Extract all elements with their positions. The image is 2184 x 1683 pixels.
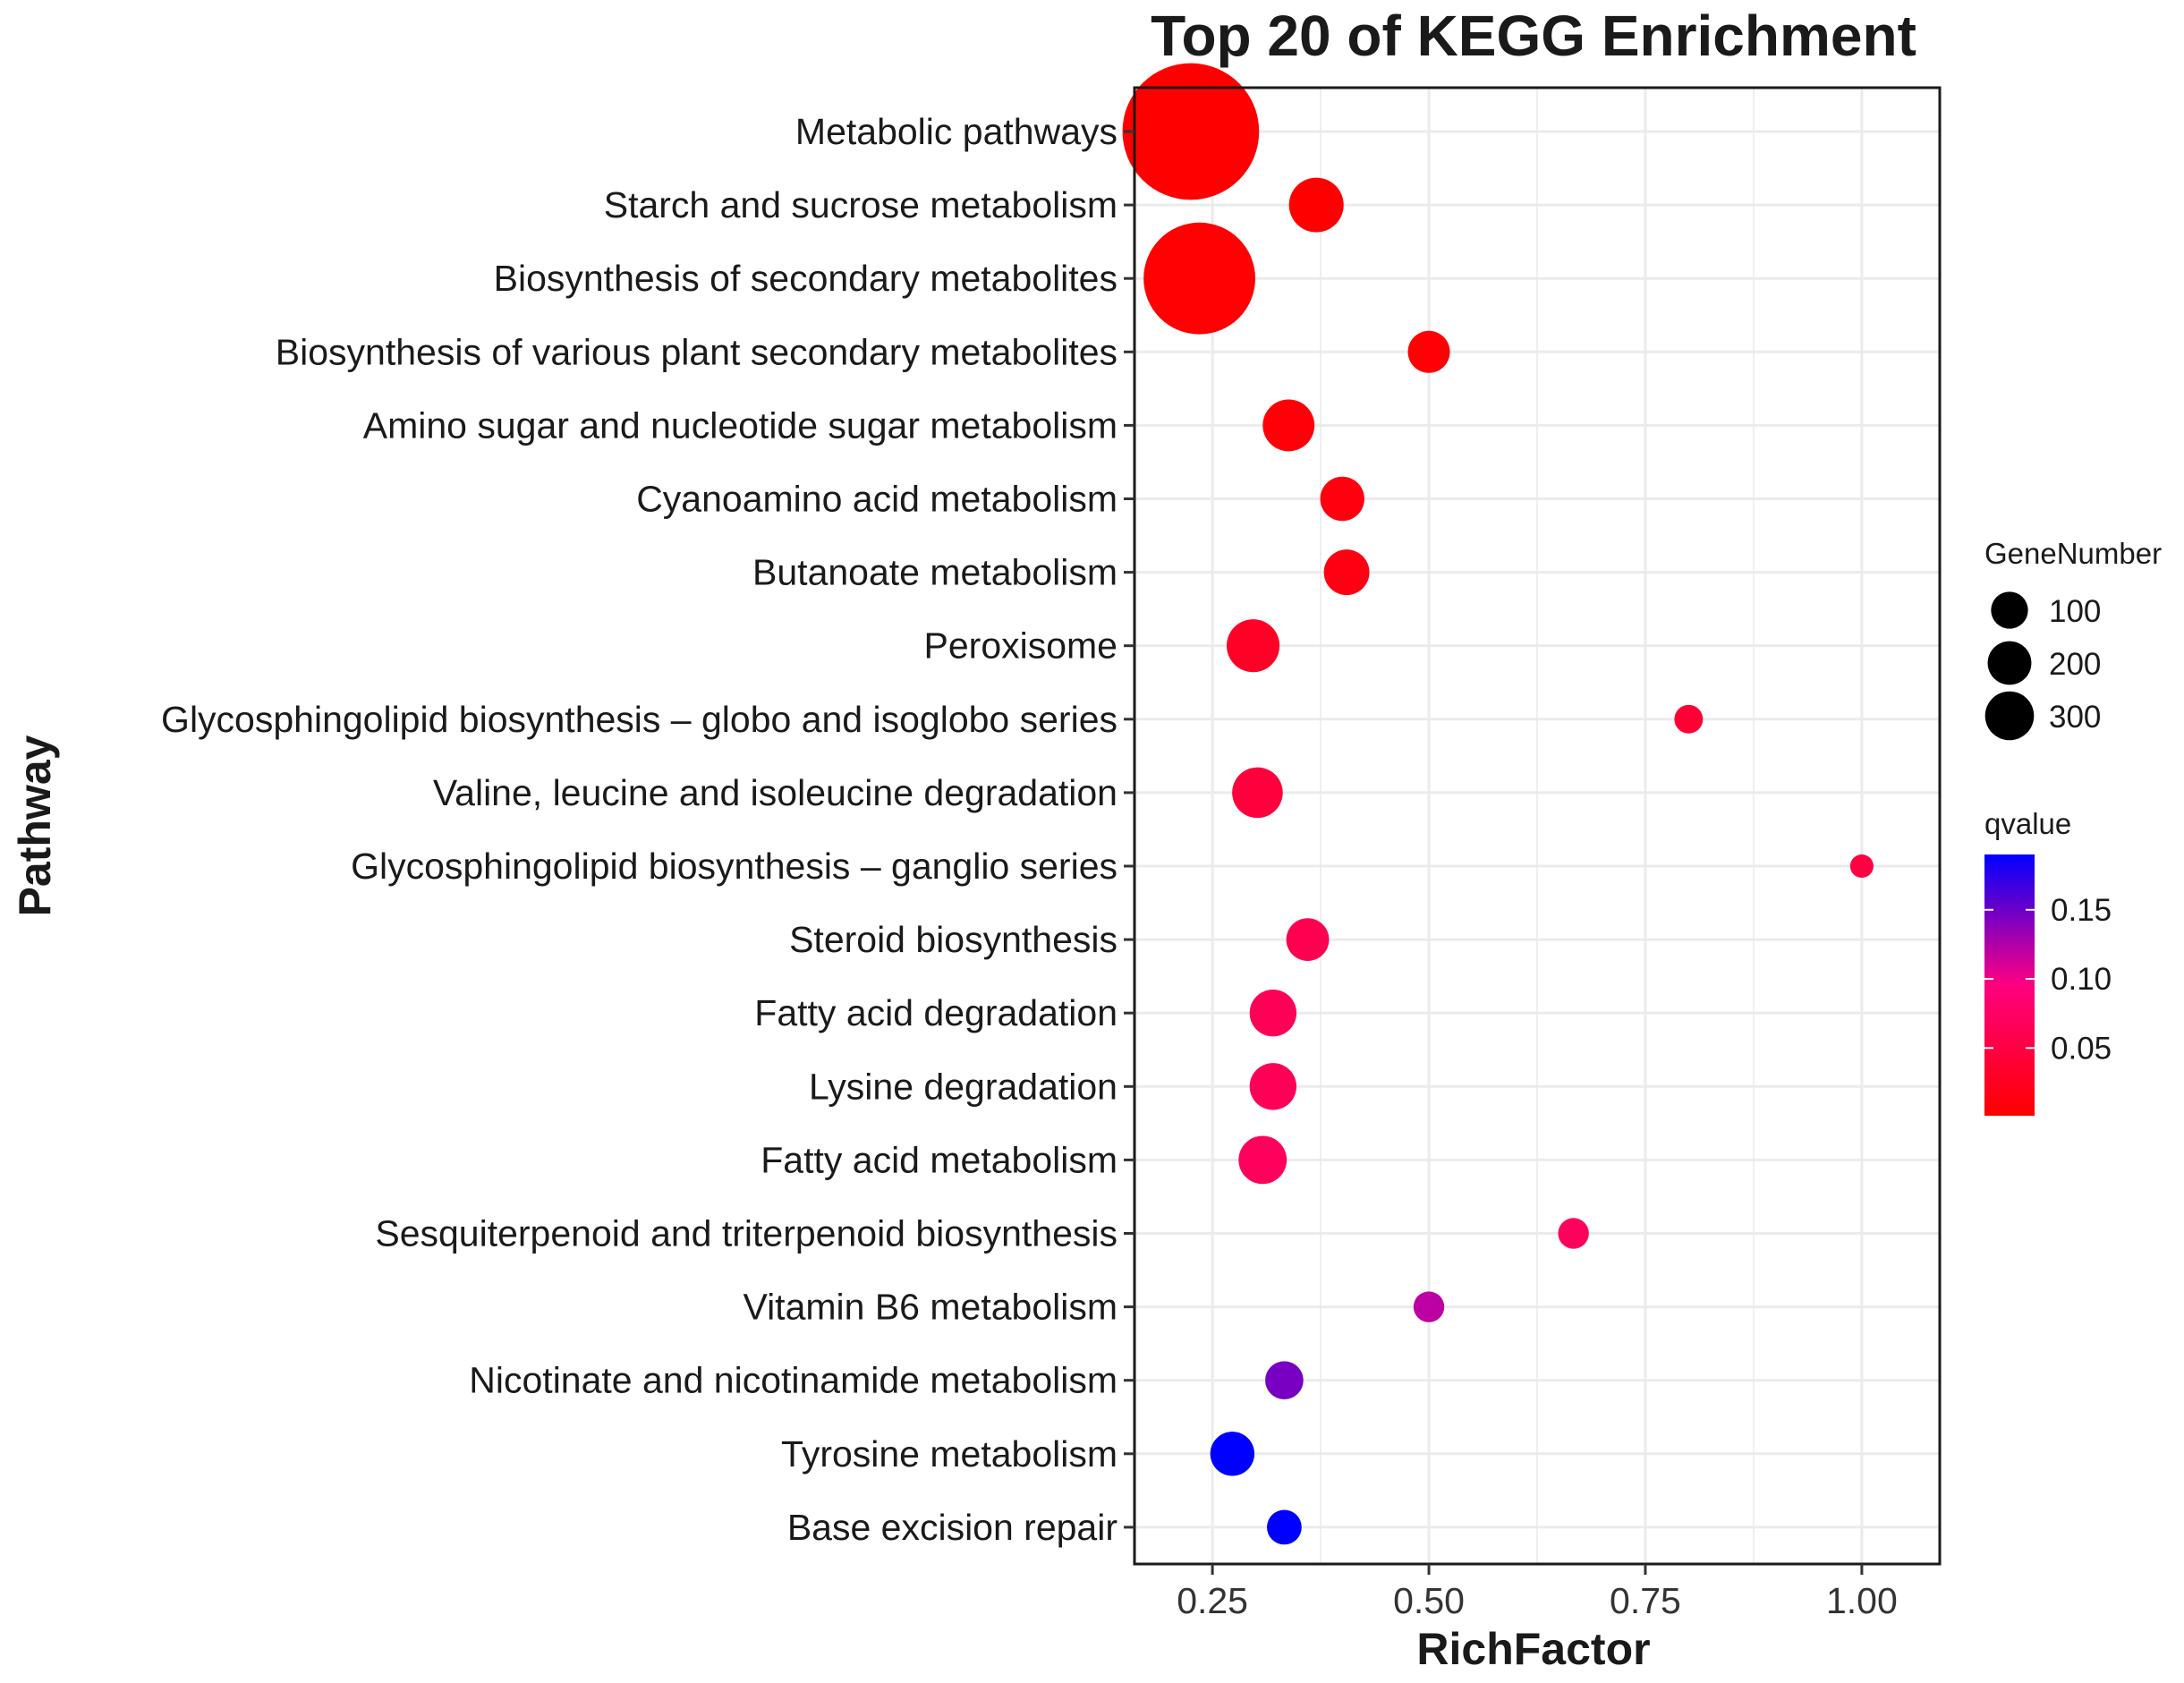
data-point — [1262, 399, 1315, 452]
pathway-label: Valine, leucine and isoleucine degradati… — [433, 772, 1117, 813]
pathway-label: Tyrosine metabolism — [781, 1433, 1117, 1475]
pathway-label: Biosynthesis of various plant secondary … — [276, 331, 1117, 372]
pathway-labels: Metabolic pathways Starch and sucrose met… — [161, 111, 1134, 1548]
pathway-label: Amino sugar and nucleotide sugar metabol… — [363, 404, 1117, 446]
x-axis-title: RichFactor — [1416, 1624, 1650, 1674]
color-legend-label: 0.10 — [2051, 962, 2112, 997]
pathway-label: Cyanoamino acid metabolism — [636, 479, 1117, 520]
y-axis-title: Pathway — [10, 735, 60, 916]
pathway-label: Glycosphingolipid biosynthesis – ganglio… — [351, 846, 1117, 887]
pathway-label: Biosynthesis of secondary metabolites — [494, 258, 1117, 299]
data-point — [1249, 990, 1297, 1037]
data-point — [1320, 476, 1364, 522]
data-point — [1286, 918, 1330, 962]
x-tick-label: 1.00 — [1826, 1580, 1898, 1621]
pathway-label: Fatty acid degradation — [754, 992, 1117, 1033]
size-legend-key — [1984, 691, 2035, 741]
data-point — [1407, 330, 1450, 373]
plot-panel-border — [1133, 86, 1942, 1566]
pathway-label: Butanoate metabolism — [752, 552, 1117, 593]
data-point — [1227, 619, 1280, 673]
data-point — [1267, 1509, 1302, 1545]
size-legend-key — [1991, 591, 2028, 629]
pathway-label: Steroid biosynthesis — [789, 919, 1117, 960]
data-point — [1249, 1063, 1297, 1110]
x-tick-label: 0.75 — [1610, 1580, 1681, 1621]
data-point — [1323, 549, 1370, 596]
data-point — [1238, 1135, 1287, 1185]
x-tick-label: 0.50 — [1393, 1580, 1465, 1621]
pathway-label: Nicotinate and nicotinamide metabolism — [469, 1360, 1117, 1401]
size-legend: GeneNumber 100 200 300 — [1984, 537, 2162, 741]
data-point — [1265, 1361, 1304, 1400]
pathway-label: Lysine degradation — [809, 1066, 1117, 1107]
color-legend-label: 0.05 — [2051, 1031, 2112, 1066]
pathway-label: Glycosphingolipid biosynthesis – globo a… — [161, 699, 1117, 740]
pathway-label: Base excision repair — [787, 1507, 1117, 1548]
data-point — [1210, 1432, 1255, 1476]
x-axis-ticks: 0.25 0.50 0.75 1.00 — [1177, 1564, 1898, 1621]
color-legend-label: 0.15 — [2051, 893, 2112, 928]
pathway-label: Vitamin B6 metabolism — [743, 1287, 1117, 1328]
pathway-label: Peroxisome — [924, 625, 1117, 667]
size-legend-key — [1987, 641, 2032, 685]
pathway-label: Metabolic pathways — [795, 111, 1117, 152]
data-point — [1143, 222, 1255, 335]
pathway-label: Sesquiterpenoid and triterpenoid biosynt… — [375, 1213, 1117, 1254]
color-legend-bar — [1984, 854, 2035, 1116]
data-point — [1413, 1291, 1445, 1322]
size-legend-label: 300 — [2049, 700, 2101, 735]
data-point — [1849, 854, 1874, 879]
pathway-label: Fatty acid metabolism — [761, 1139, 1117, 1180]
size-legend-label: 100 — [2049, 594, 2101, 629]
color-legend: qvalue 0.05 0.10 0.15 — [1984, 807, 2112, 1116]
data-points — [1122, 63, 1874, 1545]
color-legend-title: qvalue — [1984, 807, 2071, 840]
data-point — [1558, 1218, 1589, 1249]
chart-title: Top 20 of KEGG Enrichment — [1151, 4, 1916, 68]
data-point — [1674, 704, 1704, 734]
x-tick-label: 0.25 — [1177, 1580, 1248, 1621]
data-point — [1232, 767, 1283, 819]
pathway-label: Starch and sucrose metabolism — [604, 184, 1117, 225]
data-point — [1122, 63, 1260, 200]
size-legend-title: GeneNumber — [1984, 537, 2162, 570]
data-point — [1288, 177, 1344, 233]
size-legend-label: 200 — [2049, 647, 2101, 682]
